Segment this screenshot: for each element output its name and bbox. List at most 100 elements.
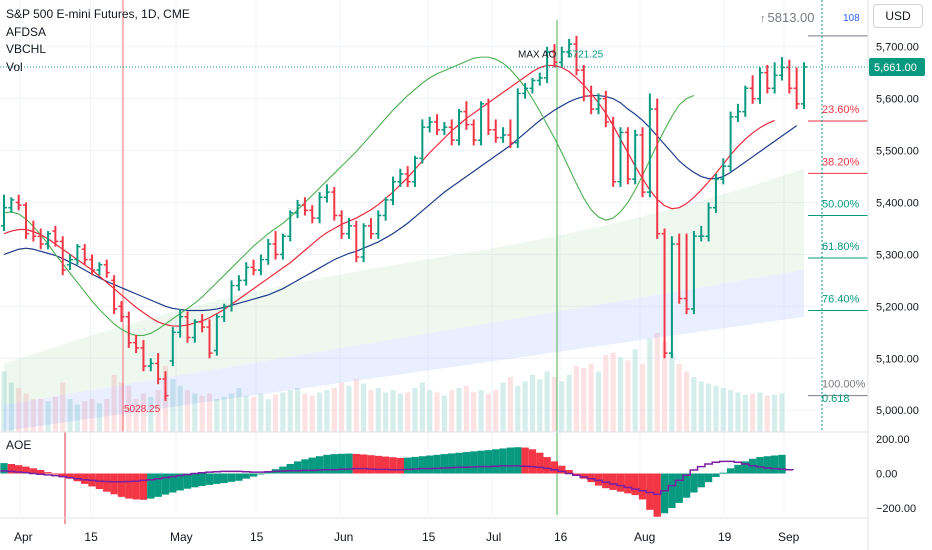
volume-bar <box>588 363 594 432</box>
volume-bar <box>566 374 572 432</box>
indicator-afdsa[interactable]: AFDSA <box>6 24 47 39</box>
volume-bar <box>155 390 161 432</box>
volume-bar <box>192 393 198 432</box>
volume-bar <box>74 404 80 432</box>
volume-bar <box>537 379 543 432</box>
oscillator-bar <box>301 459 309 474</box>
oscillator-bar <box>404 457 412 474</box>
oscillator-bar <box>543 457 551 474</box>
volume-bar <box>23 393 29 432</box>
oscillator-bar <box>514 447 522 474</box>
oscillator-bar <box>594 473 603 486</box>
volume-bar <box>206 393 213 432</box>
volume-bar <box>441 395 447 432</box>
oscillator-bar <box>381 456 390 474</box>
oscillator-bar <box>154 473 162 497</box>
top-price-value: 5813.00 <box>767 10 815 25</box>
oscillator-bar <box>110 473 118 495</box>
volume-bar <box>632 349 638 432</box>
oscillator-bar <box>587 473 595 483</box>
ma-red-line <box>3 64 775 327</box>
volume-bar <box>177 385 183 432</box>
indicator-vbchl[interactable]: VBCHL <box>6 42 47 56</box>
time-axis-label: Jul <box>486 530 501 544</box>
volume-bar <box>676 363 682 432</box>
oscillator-bar <box>242 473 250 479</box>
volume-bar <box>647 338 653 432</box>
volume-bar <box>67 399 73 432</box>
volume-bar <box>353 379 359 432</box>
oscillator-bar <box>235 473 243 481</box>
indicator-vol[interactable]: Vol <box>6 59 23 74</box>
oscillator-bar <box>183 473 192 489</box>
price-tick-label: 5,400.00 <box>876 198 919 210</box>
oscillator-bar <box>37 470 45 474</box>
oscillator-bar <box>81 473 89 484</box>
price-tick-label: 5,000.00 <box>876 405 919 417</box>
oscillator-bar <box>536 452 544 474</box>
oscillator-bar <box>176 473 184 491</box>
oscillator-bar <box>675 473 683 503</box>
oscillator-bar <box>198 473 206 486</box>
oscillator-bar <box>433 454 441 474</box>
time-axis-label: 15 <box>250 530 264 544</box>
time-axis-label: Jun <box>334 530 353 544</box>
upper-band <box>4 169 804 405</box>
volume-bar <box>522 381 528 432</box>
oscillator-bar <box>697 473 705 488</box>
oscillator-bar <box>315 456 324 474</box>
volume-bar <box>691 377 697 432</box>
oscillator-bar <box>646 473 654 510</box>
oscillator-bar <box>778 454 786 474</box>
volume-bar <box>405 392 411 432</box>
price-tick-label: 5,600.00 <box>876 94 919 106</box>
volume-bar <box>595 371 602 432</box>
volume-bar <box>60 382 66 432</box>
volume-bar <box>1 371 7 432</box>
oscillator-bar <box>616 473 625 492</box>
oscillator-bar <box>103 473 111 492</box>
volume-bar <box>317 392 323 432</box>
oscillator-bar <box>337 453 346 474</box>
volume-bar <box>772 394 778 432</box>
oscillator-bar <box>704 473 713 483</box>
oscillator-bar <box>220 473 228 484</box>
volume-bar <box>111 374 117 432</box>
volume-bar <box>214 399 220 432</box>
oscillator-bar <box>191 473 199 488</box>
oscillator-bar <box>756 457 764 474</box>
oscillator-bar <box>580 473 588 479</box>
volume-bar <box>412 388 418 432</box>
oscillator-bar <box>719 472 727 474</box>
volume-bar <box>390 390 396 432</box>
volume-bar <box>551 377 558 432</box>
oscillator-bar <box>638 473 647 500</box>
ma-blue-line <box>3 94 798 312</box>
volume-bar <box>471 392 477 432</box>
price-tick-label: 5,300.00 <box>876 249 919 261</box>
volume-bar <box>559 381 565 432</box>
volume-bar <box>764 395 770 432</box>
oscillator-bar <box>374 455 382 474</box>
time-axis-label: Aug <box>634 530 655 544</box>
volume-bar <box>104 399 110 432</box>
oscillator-bar <box>352 453 360 474</box>
top-count: 108 <box>843 13 860 24</box>
currency-button[interactable]: USD <box>873 4 923 28</box>
oscillator-bar <box>477 450 485 474</box>
time-axis-label: 15 <box>422 530 436 544</box>
volume-bar <box>368 390 374 432</box>
last-price-tag <box>869 57 925 76</box>
oscillator-bar <box>15 465 23 474</box>
oscillator-bar <box>770 455 779 474</box>
volume-bar <box>118 382 124 432</box>
oscillator-bar <box>558 465 566 474</box>
volume-bar <box>449 390 455 432</box>
volume-bar <box>184 390 191 432</box>
oscillator-bar <box>330 454 338 474</box>
oscillator-bar <box>521 447 529 474</box>
oscillator-bar <box>448 453 456 474</box>
volume-bar <box>258 393 264 432</box>
last-price-label: 5,661.00 <box>874 62 917 74</box>
